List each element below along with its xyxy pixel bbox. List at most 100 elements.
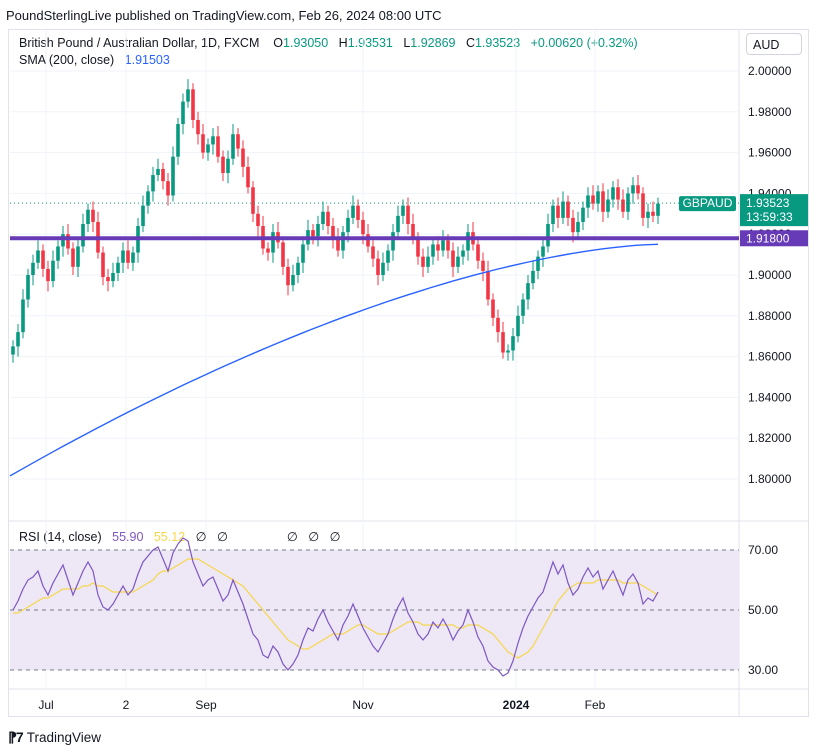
candle-body — [91, 209, 95, 222]
candle-body — [396, 215, 400, 233]
candle-body — [11, 346, 15, 355]
candle-body — [551, 205, 555, 224]
candle-body — [611, 187, 615, 200]
x-tick-label: Nov — [352, 698, 373, 712]
candle-body — [326, 211, 330, 227]
publish-header: PoundSterlingLive published on TradingVi… — [6, 8, 442, 23]
candle-body — [296, 262, 300, 275]
candle-body — [491, 299, 495, 318]
rsi-tick-label: 70.00 — [748, 543, 778, 557]
symbol-name[interactable]: British Pound / Australian Dollar, 1D, F… — [19, 36, 260, 50]
candle-body — [81, 224, 85, 247]
candle-body — [61, 234, 65, 247]
candle-body — [221, 156, 225, 173]
candle-body — [506, 350, 510, 353]
candle-body — [591, 195, 595, 204]
candle-body — [431, 244, 435, 257]
candle-body — [196, 119, 200, 135]
na-value: ∅ — [286, 530, 298, 544]
low-label: L — [403, 36, 411, 50]
candle-body — [366, 234, 370, 247]
candle-body — [651, 211, 655, 216]
candle-body — [201, 134, 205, 153]
candle-body — [176, 124, 180, 157]
candle-body — [146, 191, 150, 206]
close-label: C — [465, 36, 475, 50]
candle-body — [561, 201, 565, 218]
candle-body — [166, 181, 170, 196]
candle-body — [56, 246, 60, 261]
candle-body — [31, 262, 35, 275]
candle-body — [151, 175, 155, 192]
candle-body — [236, 134, 240, 149]
y-tick-label: 1.82000 — [748, 431, 792, 445]
candle-body — [436, 244, 440, 251]
rsi-ma-value: 55.12 — [153, 530, 186, 544]
candle-body — [86, 209, 90, 224]
y-tick-label: 1.88000 — [748, 309, 792, 323]
x-tick-label: 2024 — [503, 698, 530, 712]
rsi-legend: RSI (14, close) 55.90 55.12 ∅ ∅ ∅ ∅ ∅ — [19, 529, 340, 544]
candle-body — [231, 134, 235, 159]
candle-body — [321, 211, 325, 224]
candle-body — [131, 252, 135, 263]
candle-body — [476, 244, 480, 261]
last-price-tag: 1.93523 — [746, 196, 790, 210]
y-tick-label: 1.98000 — [748, 105, 792, 119]
low-value: 1.92869 — [410, 36, 456, 50]
candle-body — [41, 250, 45, 269]
rsi-ma-line — [13, 558, 659, 659]
candle-body — [106, 277, 110, 282]
y-tick-label: 2.00000 — [748, 64, 792, 78]
open-label: O — [273, 36, 284, 50]
candle-body — [606, 199, 610, 212]
level-tag: 1.91800 — [746, 231, 790, 245]
candle-body — [251, 187, 255, 214]
candle-body — [331, 226, 335, 239]
rsi-label[interactable]: RSI (14, close) — [19, 530, 102, 544]
high-value: 1.93531 — [347, 36, 393, 50]
candle-body — [226, 158, 230, 173]
candle-body — [186, 89, 190, 102]
na-value: ∅ — [216, 530, 228, 544]
candle-body — [341, 232, 345, 251]
candle-body — [16, 332, 20, 347]
candle-body — [141, 205, 145, 227]
candle-body — [391, 232, 395, 251]
candle-body — [246, 166, 250, 188]
sma-value: 1.91503 — [124, 53, 170, 67]
candle-body — [461, 250, 465, 257]
candle-body — [206, 144, 210, 153]
y-tick-label: 1.86000 — [748, 350, 792, 364]
countdown-tag: 13:59:33 — [746, 210, 793, 224]
candle-body — [541, 246, 545, 257]
open-value: 1.93050 — [283, 36, 329, 50]
candle-body — [241, 148, 245, 167]
candle-body — [111, 272, 115, 282]
candle-body — [501, 332, 505, 353]
na-value: ∅ — [308, 530, 320, 544]
candle-body — [161, 168, 165, 182]
candle-body — [631, 185, 635, 194]
candle-body — [66, 234, 70, 249]
currency-selector[interactable]: AUD — [746, 33, 802, 55]
candle-body — [311, 230, 315, 237]
candle-body — [641, 193, 645, 218]
candle-body — [521, 299, 525, 316]
sma-label[interactable]: SMA (200, close) — [19, 53, 115, 67]
candle-body — [181, 101, 185, 125]
candle-body — [316, 224, 320, 237]
candle-body — [281, 242, 285, 267]
candle-body — [556, 205, 560, 218]
legend-row-ohlc: British Pound / Australian Dollar, 1D, F… — [19, 35, 638, 52]
candle-body — [446, 240, 450, 251]
ticker-tag-bg — [679, 196, 736, 212]
candle-body — [21, 299, 25, 333]
candle-body — [361, 219, 365, 235]
close-value: 1.93523 — [474, 36, 521, 50]
candle-body — [191, 89, 195, 120]
tradingview-brand[interactable]: ⁋7 TradingView — [8, 729, 101, 746]
candle-body — [286, 266, 290, 286]
